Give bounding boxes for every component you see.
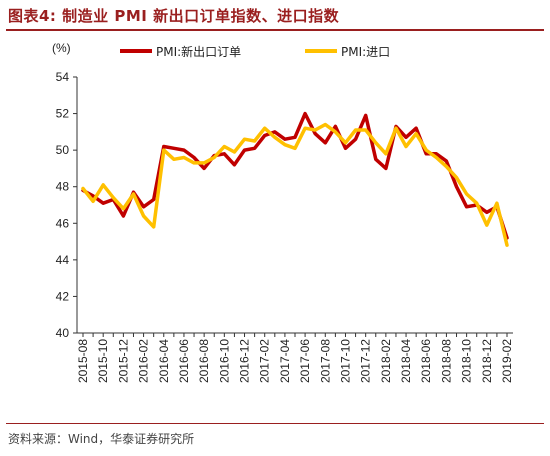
x-tick-label: 2016-08: [197, 339, 211, 383]
x-tick-label: 2016-10: [217, 339, 231, 383]
legend-label: PMI:新出口订单: [156, 44, 241, 59]
x-tick-label: 2018-12: [480, 339, 494, 383]
x-tick-label: 2016-06: [177, 339, 191, 383]
title-divider: [6, 29, 544, 31]
x-tick-label: 2016-12: [238, 339, 252, 383]
chart-legend: PMI:新出口订单 PMI:进口: [120, 44, 390, 59]
series-line-imports: [81, 122, 509, 247]
x-tick-label: 2015-08: [76, 339, 90, 383]
x-tick-label: 2018-02: [379, 339, 393, 383]
x-tick-label: 2015-12: [116, 339, 130, 383]
chart-axes: 40 42 44 46 48 50 52 54 2015-08 2015-10 2015-12 201…: [56, 70, 514, 383]
y-tick-label: 52: [56, 107, 70, 121]
legend-label: PMI:进口: [341, 45, 390, 59]
source-divider: [6, 423, 544, 424]
y-tick-label: 50: [56, 143, 70, 157]
x-tick-label: 2017-12: [359, 339, 373, 383]
source-note: 资料来源：Wind，华泰证券研究所: [8, 432, 195, 446]
chart-series: [81, 111, 509, 247]
x-tick-label: 2019-02: [500, 339, 514, 383]
x-tick-label: 2017-08: [318, 339, 332, 383]
x-tick-label: 2018-06: [419, 339, 433, 383]
y-tick-label: 40: [56, 326, 70, 340]
x-tick-label: 2015-10: [96, 339, 110, 383]
x-tick-label: 2017-06: [298, 339, 312, 383]
y-tick-label: 44: [56, 253, 70, 267]
y-tick-label: 42: [56, 289, 70, 303]
y-tick-label: 48: [56, 180, 70, 194]
y-tick-label: 54: [56, 70, 70, 84]
x-tick-label: 2016-02: [137, 339, 151, 383]
y-tick-label: 46: [56, 216, 70, 230]
x-tick-label: 2017-02: [258, 339, 272, 383]
y-axis-unit-label: (%): [52, 41, 71, 55]
series-line-new-export-orders: [81, 111, 509, 240]
x-tick-label: 2018-08: [439, 339, 453, 383]
x-tick-label: 2018-10: [460, 339, 474, 383]
figure-title: 图表4: 制造业 PMI 新出口订单指数、进口指数: [8, 7, 340, 25]
x-tick-label: 2017-10: [338, 339, 352, 383]
x-tick-label: 2017-04: [278, 339, 292, 383]
x-tick-label: 2018-04: [399, 339, 413, 383]
x-tick-label: 2016-04: [157, 339, 171, 383]
